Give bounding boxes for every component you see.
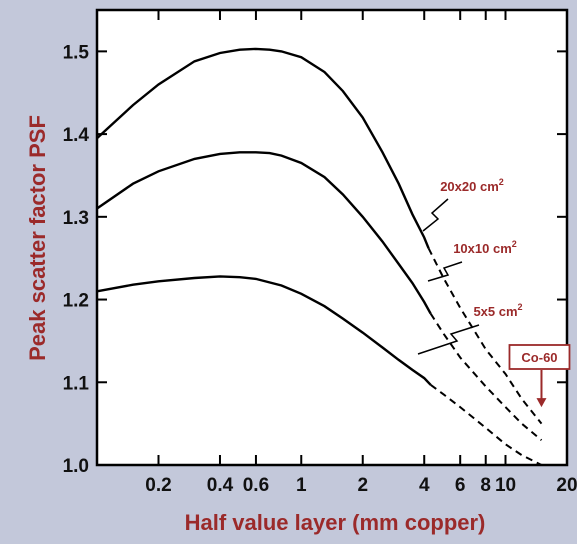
y-tick-label: 1.2	[63, 291, 89, 312]
series-dashed-line	[429, 313, 543, 441]
y-tick-label: 1.5	[63, 42, 90, 63]
y-tick-label: 1.3	[63, 208, 89, 229]
series-dashed-line	[430, 383, 542, 466]
series-label-superscript: 2	[518, 302, 523, 312]
series-solid-line	[96, 275, 432, 386]
plot-area	[95, 8, 569, 467]
series-solid-line	[96, 151, 432, 315]
series-leader-line	[427, 261, 463, 282]
x-tick-label: 8	[480, 475, 491, 496]
x-axis-title: Half value layer (mm copper)	[185, 510, 486, 535]
y-tick-label: 1.4	[63, 125, 90, 146]
x-tick-label: 1	[296, 475, 307, 496]
x-tick-label: 6	[455, 475, 466, 496]
annotation-box	[508, 344, 571, 370]
x-tick-label: 0.6	[243, 475, 269, 496]
annotation-arrow-head	[536, 398, 547, 408]
annotation-label: Co-60	[521, 350, 557, 365]
labels: 20x20 cm2 10x10 cm2 5x5 cm2 Co-60	[417, 177, 571, 408]
series-solid-line	[96, 47, 430, 249]
y-tick-label: 1.0	[63, 456, 89, 477]
series-label: 20x20 cm2	[440, 177, 504, 194]
series-label-superscript: 2	[512, 239, 517, 249]
x-tick-label: 0.4	[207, 475, 234, 496]
x-tick-label: 2	[357, 475, 368, 496]
x-tick-label: 20	[556, 475, 577, 496]
y-tick-label: 1.1	[63, 373, 90, 394]
series-leader-line	[422, 198, 449, 232]
x-tick-label: 0.2	[145, 475, 171, 496]
series-label: 10x10 cm2	[453, 239, 517, 256]
series-label: 5x5 cm2	[473, 302, 522, 319]
y-axis-title: Peak scatter factor PSF	[25, 115, 50, 361]
curves	[96, 47, 543, 466]
series-label-superscript: 2	[499, 177, 504, 187]
x-tick-label: 10	[495, 475, 516, 496]
ticks: 1.0 1.1 1.2 1.3 1.4 1.5 0.2 0.4 0.6 1 2 4 6 8 10 20	[63, 10, 577, 496]
series-leader-line	[417, 324, 480, 355]
x-tick-label: 4	[419, 475, 430, 496]
